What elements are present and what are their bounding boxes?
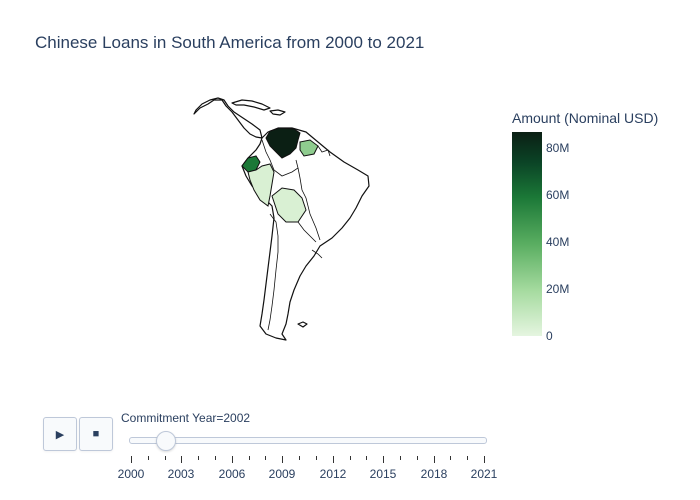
slider-minor-tick <box>147 456 149 460</box>
hispaniola <box>269 109 286 116</box>
play-icon: ▶ <box>55 428 65 441</box>
slider-major-tick <box>131 456 132 463</box>
slider-major-tick <box>231 456 233 463</box>
slider-major-tick <box>181 456 183 463</box>
border-brazil-west <box>297 167 321 241</box>
slider-major-tick <box>433 456 435 463</box>
slider-minor-tick <box>349 456 351 460</box>
slider-minor-tick <box>299 456 301 460</box>
slider-tick-label: 2000 <box>117 467 145 481</box>
slider-tick-label: 2006 <box>218 467 246 481</box>
country-bolivia <box>271 187 307 223</box>
colorbar-tick-label: 60M <box>546 188 570 202</box>
colorbar-tick-label: 20M <box>546 282 570 296</box>
slider-tick-label: 2021 <box>470 467 498 481</box>
slider-minor-tick <box>248 456 250 460</box>
map-countries <box>241 127 319 223</box>
slider-minor-tick <box>315 456 317 460</box>
border-colombia <box>261 139 299 177</box>
slider-major-tick <box>332 456 334 463</box>
slider-minor-tick <box>198 456 200 460</box>
slider-tick-label: 2009 <box>268 467 296 481</box>
slider-minor-tick <box>265 456 267 460</box>
border-chile-argentina <box>267 213 279 331</box>
stop-icon: ■ <box>92 428 100 440</box>
slider-current-value: Commitment Year=2002 <box>121 411 251 425</box>
slider-major-tick <box>282 456 284 463</box>
slider-major-tick <box>383 456 385 463</box>
colorbar-tick-label: 0 <box>546 329 553 343</box>
cuba <box>231 99 271 111</box>
slider-tick-label: 2012 <box>319 467 347 481</box>
slider-minor-tick <box>399 456 401 460</box>
slider-tick-label: 2003 <box>167 467 195 481</box>
map-borders <box>261 139 331 331</box>
chart-title: Chinese Loans in South America from 2000… <box>35 33 425 52</box>
colorbar-tick-label: 40M <box>546 235 570 249</box>
slider-major-tick <box>484 456 485 463</box>
year-slider-rail[interactable] <box>129 437 487 444</box>
border-uruguay <box>311 249 323 259</box>
border-paraguay <box>297 221 317 243</box>
country-peru <box>247 163 275 207</box>
border-suriname <box>317 145 331 157</box>
slider-minor-tick <box>215 456 217 460</box>
slider-minor-tick <box>450 456 452 460</box>
colorbar-title: Amount (Nominal USD) <box>512 110 659 126</box>
colorbar-tick-label: 80M <box>546 141 570 155</box>
falklands <box>297 321 308 328</box>
year-slider-handle[interactable] <box>155 431 176 451</box>
slider-minor-tick <box>164 456 166 460</box>
country-venezuela <box>265 127 301 159</box>
south-america-outline <box>241 127 370 341</box>
slider-tick-label: 2015 <box>369 467 397 481</box>
slider-minor-tick <box>467 456 469 460</box>
stop-button[interactable]: ■ <box>79 417 113 451</box>
slider-tick-label: 2018 <box>420 467 448 481</box>
play-button[interactable]: ▶ <box>43 417 77 451</box>
slider-minor-tick <box>416 456 418 460</box>
colorbar <box>512 132 542 336</box>
country-guyana <box>299 139 319 157</box>
central-america <box>193 97 263 139</box>
slider-minor-tick <box>366 456 368 460</box>
